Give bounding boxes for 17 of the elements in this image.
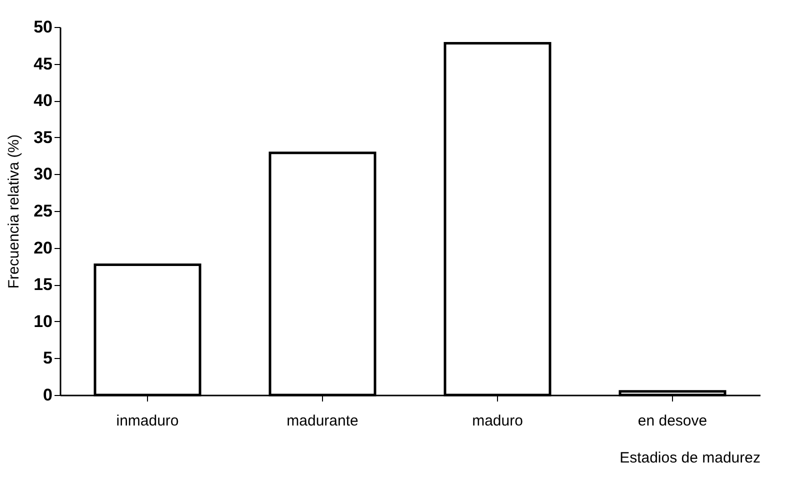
- y-tick-label: 40: [34, 91, 52, 110]
- y-tick-label: 5: [43, 348, 52, 368]
- x-tick-label: en desove: [638, 412, 708, 430]
- y-tick-label: 0: [43, 386, 52, 404]
- y-tick-label: 20: [34, 238, 52, 258]
- y-tick-label: 50: [34, 18, 52, 36]
- y-tick-label: 15: [34, 275, 52, 294]
- y-tick-label: 45: [34, 54, 52, 74]
- x-tick-label: inmaduro: [116, 412, 179, 430]
- y-axis-title: Frecuencia relativa (%): [6, 134, 23, 289]
- x-axis-title: Estadios de madurez: [620, 450, 760, 466]
- x-tick-label: maduro: [472, 412, 523, 430]
- x-tick-label: madurante: [286, 412, 358, 430]
- y-tick-label: 25: [34, 202, 52, 220]
- y-tick-label: 30: [34, 164, 52, 184]
- y-tick-label: 35: [34, 128, 52, 147]
- y-tick-label: 10: [34, 312, 52, 331]
